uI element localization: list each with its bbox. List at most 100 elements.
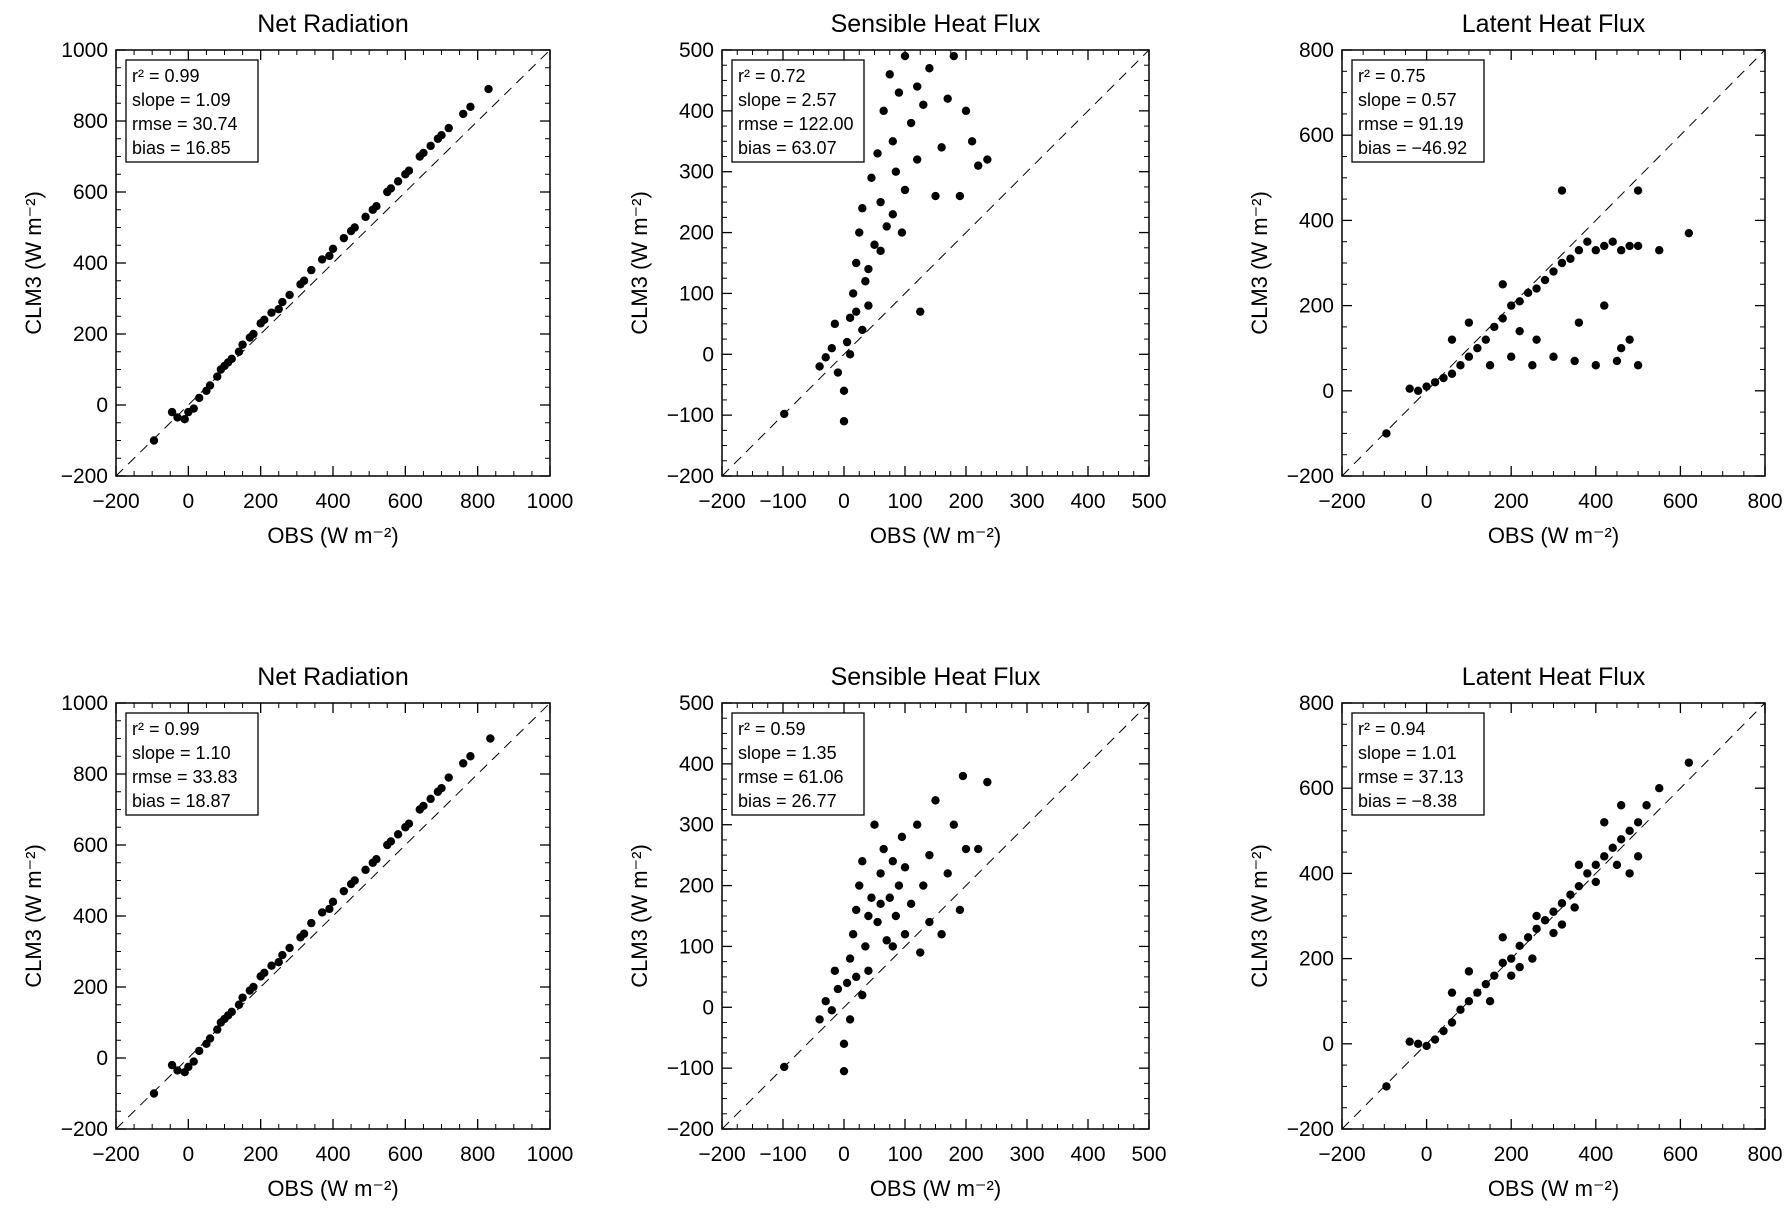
data-point	[882, 222, 891, 231]
data-point	[839, 1039, 849, 1049]
data-point	[1540, 275, 1550, 285]
data-point	[1574, 860, 1584, 870]
x-tick-label: 500	[1131, 1143, 1166, 1166]
data-point	[1616, 835, 1626, 844]
data-point	[1447, 988, 1457, 997]
stats-line: bias = 63.07	[738, 138, 837, 158]
data-point	[285, 290, 294, 300]
y-tick-label: 0	[96, 1047, 108, 1070]
x-tick-label: 400	[315, 1143, 350, 1166]
data-point	[223, 1011, 233, 1020]
y-tick-label: 400	[679, 753, 714, 776]
data-point	[216, 365, 226, 374]
data-point	[278, 950, 287, 960]
x-tick-label: −200	[698, 490, 745, 513]
data-point	[900, 863, 910, 872]
y-tick-label: −100	[667, 1057, 714, 1080]
data-point	[864, 301, 873, 310]
data-point	[1456, 1005, 1465, 1014]
x-tick-label: 800	[460, 490, 495, 513]
data-point	[897, 832, 907, 842]
data-point	[873, 149, 882, 158]
data-point	[1464, 997, 1474, 1006]
data-point	[983, 777, 992, 787]
stats-line: rmse = 122.00	[738, 114, 854, 134]
y-tick-label: −200	[1287, 1118, 1334, 1141]
y-tick-label: 1000	[61, 39, 108, 62]
data-point	[1549, 907, 1558, 916]
data-point	[916, 307, 925, 316]
data-point	[861, 942, 870, 951]
data-point	[943, 94, 952, 103]
data-point	[386, 837, 396, 846]
y-tick-label: 200	[679, 222, 714, 245]
data-point	[1625, 335, 1634, 344]
data-point	[897, 228, 907, 237]
data-point	[433, 787, 443, 796]
stats-line: rmse = 33.83	[132, 767, 238, 787]
data-point	[925, 64, 934, 73]
data-point	[1515, 941, 1524, 951]
data-point	[238, 993, 247, 1002]
data-point	[1633, 818, 1643, 827]
y-tick-label: −200	[667, 1118, 714, 1141]
panel-title: Net Radiation	[257, 663, 408, 691]
data-point	[885, 893, 894, 902]
y-tick-label: 200	[1299, 948, 1334, 971]
data-point	[864, 911, 873, 921]
data-point	[852, 307, 861, 316]
data-point	[1684, 228, 1694, 238]
data-point	[833, 368, 843, 377]
data-point	[1507, 301, 1516, 310]
data-point	[900, 51, 910, 61]
x-tick-label: −200	[698, 1143, 745, 1166]
one-to-one-line	[1341, 49, 1766, 477]
data-point	[368, 858, 377, 867]
y-tick-label: 0	[96, 394, 108, 417]
data-point	[882, 936, 891, 945]
data-point	[339, 233, 349, 243]
data-point	[888, 857, 897, 866]
scatter-panel-5: −200 −100 0 100 200 300 400 500 −200 −100 0 100 200 3…	[627, 663, 1167, 1201]
data-point	[780, 409, 789, 419]
data-point	[848, 930, 858, 939]
scatter-panel-4: −200 0 200 400 600 800 1000 −200 0 200 400 600 800 10…	[21, 663, 573, 1201]
one-to-one-line	[1341, 702, 1766, 1130]
x-tick-label: 200	[243, 490, 278, 513]
y-tick-label: 0	[1322, 1033, 1334, 1056]
panel-title: Latent Heat Flux	[1462, 10, 1646, 38]
stats-line: rmse = 37.13	[1358, 767, 1464, 787]
data-point	[1523, 933, 1533, 942]
stats-line: r² = 0.99	[132, 66, 200, 86]
data-point	[906, 118, 916, 128]
data-point	[368, 205, 377, 214]
data-point	[1655, 246, 1664, 255]
data-point	[780, 1062, 789, 1072]
x-axis-label: OBS (W m⁻²)	[1488, 1176, 1619, 1201]
y-tick-label: 400	[73, 252, 108, 275]
data-point	[858, 857, 867, 866]
x-tick-label: 0	[838, 490, 850, 513]
data-point	[194, 393, 204, 403]
data-point	[1473, 344, 1482, 353]
data-point	[1608, 237, 1617, 246]
stats-line: slope = 0.57	[1358, 90, 1457, 110]
x-tick-label: −200	[1318, 1143, 1365, 1166]
stats-box	[125, 59, 259, 163]
x-tick-label: 400	[1578, 490, 1613, 513]
data-point	[876, 869, 885, 878]
data-point	[213, 1025, 222, 1034]
data-point	[1447, 335, 1457, 344]
y-tick-label: 1000	[61, 692, 108, 715]
data-point	[925, 850, 934, 860]
y-tick-label: 200	[73, 323, 108, 346]
data-point	[444, 123, 453, 133]
data-point	[459, 109, 468, 119]
data-point	[1382, 429, 1391, 438]
stats-line: r² = 0.94	[1358, 719, 1426, 739]
data-point	[1405, 1037, 1414, 1046]
data-point	[1608, 843, 1617, 853]
data-point	[189, 404, 198, 413]
data-point	[916, 948, 925, 957]
data-point	[1430, 378, 1440, 387]
